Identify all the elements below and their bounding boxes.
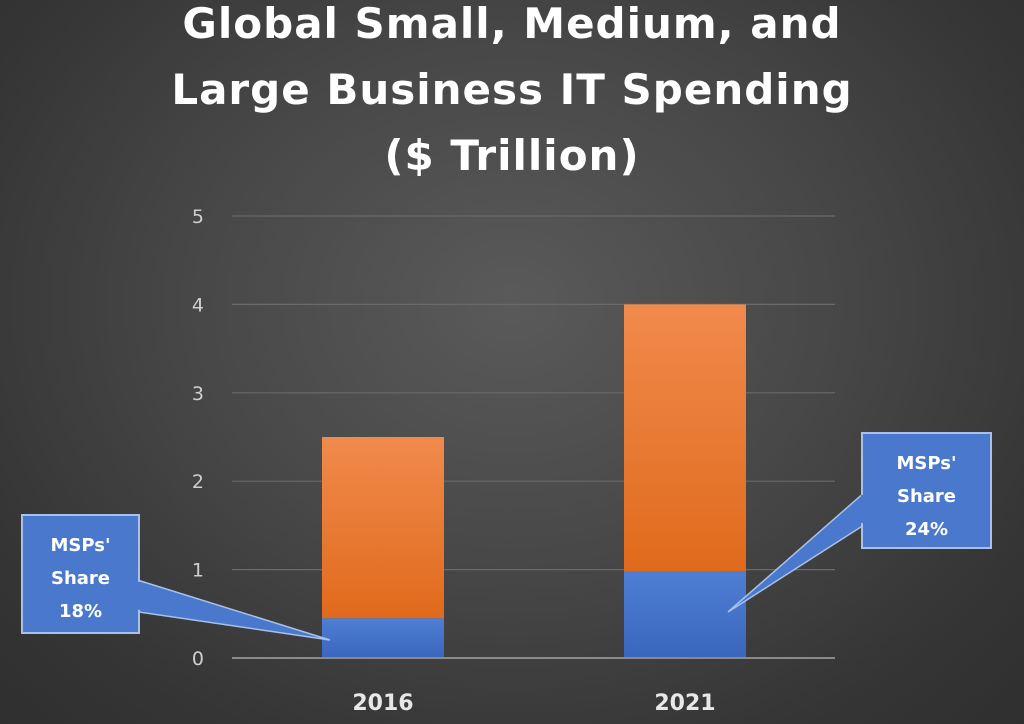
y-tick-label: 4 [192,294,204,316]
x-tick-label: 2016 [352,691,413,716]
y-tick-label: 3 [192,383,204,405]
y-tick-label: 5 [192,206,204,228]
callout-pointer [727,491,865,613]
chart-title-line-1: Global Small, Medium, and [182,0,841,48]
callouts: MSPs' Share 18% MSPs' Share 24% [21,432,992,641]
callout-text-line: MSPs' [51,535,111,556]
chart-title-line-3: ($ Trillion) [384,131,639,180]
chart-title: Global Small, Medium, and Large Business… [171,0,852,180]
callout-box [21,514,140,634]
bars [322,304,746,658]
callout-text-line: MSPs' [897,453,957,474]
callout-text-line: Share [51,568,110,589]
y-axis-tick-labels: 0 1 2 3 4 5 [192,206,204,670]
bar-segment-msp-share-2016 [322,618,444,658]
callout-text-line: 24% [905,519,948,540]
callout-seam [135,581,140,610]
msp-share-callout-2016: MSPs' Share 18% [21,514,331,641]
y-tick-label: 2 [192,471,204,493]
y-tick-label: 0 [192,648,204,670]
callout-text-line: Share [897,486,956,507]
bar-segment-remainder-2021 [624,304,746,572]
chart-title-line-2: Large Business IT Spending [171,65,852,114]
msp-share-callout-2021: MSPs' Share 24% [727,432,992,613]
bar-segment-remainder-2016 [322,437,444,619]
y-tick-label: 1 [192,560,204,582]
callout-seam [861,494,866,523]
callout-box [861,432,992,549]
bar-segment-msp-share-2021 [624,571,746,658]
x-tick-label: 2021 [654,691,715,716]
callout-pointer [136,578,331,641]
x-axis-category-labels: 2016 2021 [352,691,715,716]
callout-text-line: 18% [59,601,102,622]
